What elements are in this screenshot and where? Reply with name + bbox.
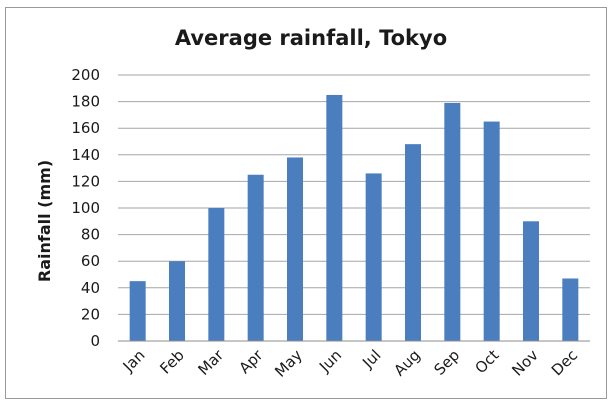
bar-jan (129, 281, 146, 341)
bar-may (287, 157, 303, 341)
x-tick-label: Feb (156, 346, 188, 378)
y-tick-label: 80 (81, 226, 100, 244)
bars (129, 94, 579, 342)
x-tick-label: Nov (508, 346, 542, 380)
bar-oct (483, 121, 500, 341)
y-tick-label: 60 (81, 252, 100, 270)
chart-title: Average rainfall, Tokyo (175, 26, 447, 50)
bar-mar (208, 208, 225, 341)
y-tick-label: 0 (90, 332, 100, 350)
x-tick-label: Dec (548, 346, 581, 379)
gridlines (118, 74, 590, 315)
chart-frame (5, 7, 607, 399)
y-tick-label: 40 (81, 279, 100, 297)
x-tick-label: May (271, 346, 306, 381)
x-tick-label: Apr (235, 346, 267, 378)
bar-nov (523, 221, 539, 341)
x-tick-label: Sep (430, 346, 463, 379)
y-tick-label: 200 (71, 66, 100, 84)
y-tick-label: 120 (71, 172, 100, 190)
x-tick-label: Oct (471, 346, 502, 377)
y-tick-labels: 0 20 40 60 80 100 120 140 160 180 200 (71, 66, 100, 350)
bar-feb (169, 261, 185, 341)
x-tick-labels: Jan Feb Mar Apr May Jun Jul Aug Sep Oct Nov Dec (119, 346, 581, 381)
x-tick-label: Jan (119, 346, 149, 376)
bar-dec (562, 278, 579, 341)
bar-aug (405, 144, 421, 341)
bar-sep (444, 102, 461, 342)
bar-jul (365, 173, 382, 341)
y-tick-label: 140 (71, 146, 100, 164)
bar-apr (247, 174, 264, 341)
x-tick-label: Jun (315, 346, 345, 376)
bar-jun (326, 94, 343, 341)
y-tick-label: 160 (71, 119, 100, 137)
y-tick-label: 180 (71, 93, 100, 111)
x-tick-label: Jul (358, 346, 384, 372)
x-tick-label: Aug (390, 346, 423, 379)
y-tick-label: 20 (81, 305, 100, 323)
y-tick-label: 100 (71, 199, 100, 217)
x-tick-label: Mar (194, 346, 227, 379)
y-axis-label: Rainfall (mm) (35, 160, 54, 282)
